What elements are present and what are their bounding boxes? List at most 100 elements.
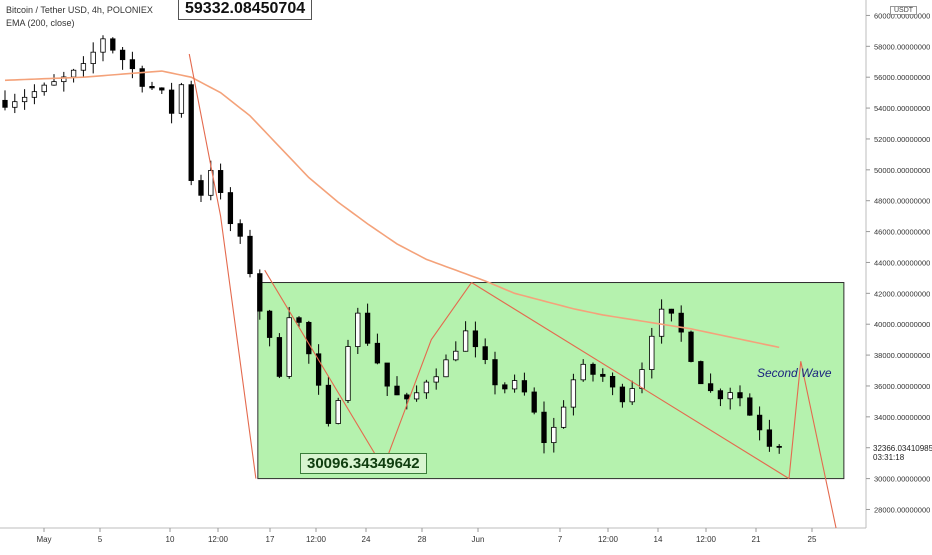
y-tick-label: 54000.00000000 [874,104,930,113]
candle [511,374,518,393]
candle [727,387,733,410]
candle [286,306,292,379]
candle [453,341,459,362]
candle [600,368,606,382]
candle [276,333,283,379]
candle [433,368,439,390]
bar-countdown: 03:31:18 [873,453,905,462]
candle [570,373,577,416]
candle [100,35,106,62]
candle [90,42,96,74]
x-tick-label: 10 [166,535,175,544]
y-tick-label: 42000.00000000 [874,289,930,298]
candle [629,380,635,405]
candle [178,82,185,118]
candle [423,379,430,399]
y-tick-label: 28000.00000000 [874,505,930,514]
wave-trend-line [188,53,257,479]
candle [531,387,537,415]
candle [590,362,596,382]
y-tick-label: 36000.00000000 [874,382,930,391]
current-price-label: 32366.03410985 03:31:18 [873,444,932,462]
chart-title: Bitcoin / Tether USD, 4h, POLONIEX [6,5,153,15]
y-tick-label: 48000.00000000 [874,197,930,206]
x-tick-label: 28 [418,535,427,544]
candle [443,354,449,378]
candle [315,344,322,395]
candle [2,90,8,111]
candle [31,84,38,105]
ema-line [4,70,780,349]
x-tick-label: 5 [98,535,103,544]
candle [698,360,704,385]
candle [776,444,782,454]
candle [619,383,626,408]
y-tick-label: 50000.00000000 [874,166,930,175]
candle [21,89,28,110]
y-tick-label: 60000.00000000 [874,11,930,20]
x-tick-label: 25 [808,535,817,544]
x-tick-label: 12:00 [598,535,619,544]
low-price-callout: 30096.34349642 [300,453,427,474]
candle [149,81,155,90]
y-tick-label: 30000.00000000 [874,475,930,484]
candle [541,401,547,454]
candle [668,308,675,322]
candle [766,419,773,452]
y-tick-label: 52000.00000000 [874,135,930,144]
x-tick-label: 14 [654,535,663,544]
y-tick-label: 34000.00000000 [874,413,930,422]
wave-trend-line [788,361,837,529]
candle [198,174,204,202]
x-tick-label: 21 [752,535,761,544]
wave-trend-line [382,282,472,468]
y-tick-label: 58000.00000000 [874,42,930,51]
candle [325,377,332,427]
candle [737,385,743,407]
x-tick-label: 12:00 [208,535,229,544]
candle [364,303,371,346]
candle [462,321,469,352]
candle [41,82,47,96]
candle [51,74,57,86]
wave-trend-line [264,269,384,469]
peak-price-callout: 59332.08450704 [178,0,313,20]
y-tick-label: 44000.00000000 [874,258,930,267]
candle [394,376,400,396]
candle [80,56,87,78]
current-price-value: 32366.03410985 [873,444,932,453]
candle [384,362,390,396]
candle [492,351,498,395]
candle [247,229,253,278]
candle [217,163,224,200]
candle [404,392,410,410]
candle [747,393,753,416]
second-wave-label: Second Wave [757,366,832,380]
candle [110,37,116,54]
candle [609,372,616,396]
candle [658,299,665,344]
candle [188,80,194,186]
candle [551,417,557,453]
candle [335,397,341,425]
x-tick-label: 17 [266,535,275,544]
candle [688,330,694,363]
y-tick-label: 40000.00000000 [874,320,930,329]
candle [482,338,488,365]
candle [139,65,145,93]
y-tick-label: 46000.00000000 [874,228,930,237]
candle [119,47,126,70]
candle [502,382,508,394]
candle [296,316,302,328]
currency-unit-badge[interactable]: USDT [890,6,918,15]
x-tick-label: 12:00 [306,535,327,544]
candle [257,269,263,320]
candle [306,320,312,364]
candle [227,187,234,232]
candle [472,321,479,358]
candle [756,406,763,441]
indicator-label: EMA (200, close) [6,18,75,28]
x-tick-label: 12:00 [696,535,717,544]
